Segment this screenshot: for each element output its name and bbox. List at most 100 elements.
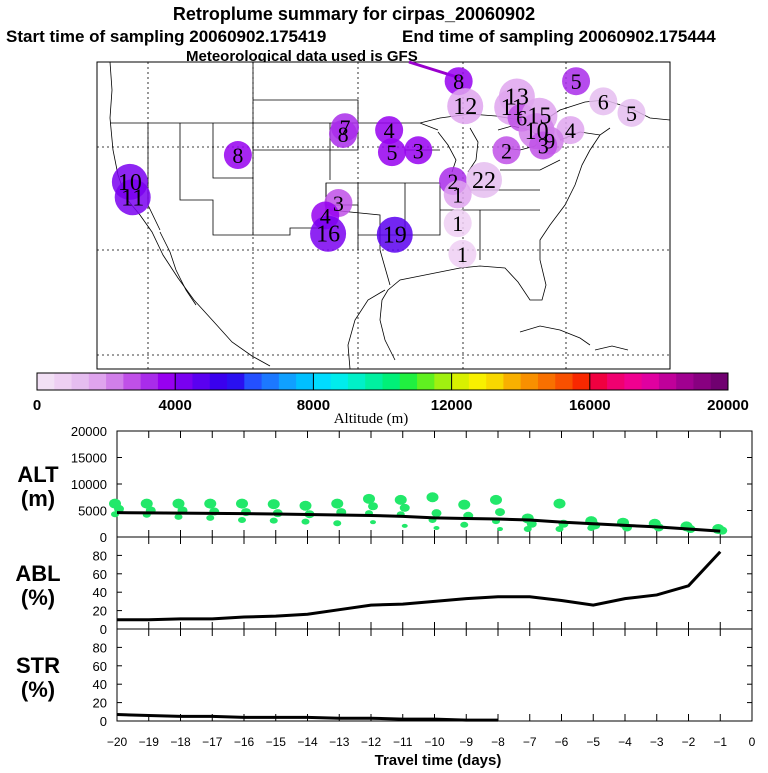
alt-point: [333, 520, 342, 527]
x-tick-label: −5: [586, 735, 600, 749]
panel-ylabel: (%): [21, 677, 55, 702]
plume-marker-label: 5: [571, 69, 582, 94]
plume-marker-circle: [556, 116, 585, 145]
plume-marker-label: 8: [338, 122, 349, 147]
plume-marker-circle: [329, 119, 358, 148]
colorbar-cell: [537, 373, 556, 390]
y-tick-label: 20: [93, 604, 107, 619]
colorbar-cell: [175, 373, 193, 390]
colorbar-cell: [347, 373, 366, 390]
y-tick-label: 80: [93, 640, 107, 655]
colorbar-cell: [330, 373, 349, 390]
plume-marker-circle: [376, 216, 413, 253]
colorbar-tick-label: 20000: [707, 397, 749, 414]
y-tick-label: 20000: [71, 424, 107, 439]
colorbar-cell: [278, 373, 297, 390]
alt-point: [490, 494, 502, 505]
colorbar-cell: [157, 373, 176, 390]
x-axis-title: Travel time (days): [375, 752, 502, 768]
y-tick-label: 0: [100, 530, 107, 545]
alt-point: [555, 526, 564, 533]
plume-marker-label: 8: [232, 143, 243, 168]
plume-marker-label: 4: [320, 204, 331, 229]
plume-marker-circle: [447, 88, 484, 125]
alt-point: [587, 524, 596, 531]
alt-point: [399, 503, 410, 512]
colorbar-cell: [658, 373, 677, 390]
plume-marker-label: 22: [472, 168, 496, 194]
alt-point: [331, 498, 344, 509]
x-tick-label: −15: [266, 735, 287, 749]
colorbar-tick-label: 16000: [569, 397, 611, 414]
panel-ylabel: (%): [21, 585, 55, 610]
alt-point: [497, 527, 503, 532]
plume-marker-label: 6: [516, 106, 527, 131]
alt-point: [433, 525, 440, 530]
plume-marker-circle: [562, 67, 591, 96]
plume-marker-label: 5: [626, 101, 637, 126]
colorbar-cell: [693, 373, 712, 390]
alt-point: [269, 517, 278, 524]
x-tick-label: −7: [523, 735, 537, 749]
plume-marker-label: 12: [453, 94, 477, 120]
plume-marker-circle: [375, 116, 404, 145]
altitude-colorbar: 0 4000 8000 12000 16000 20000 Altitude (m): [33, 372, 749, 427]
alt-point: [267, 499, 280, 510]
y-tick-label: 5000: [78, 504, 107, 519]
colorbar-cell: [71, 373, 90, 390]
colorbar-cell: [624, 373, 643, 390]
plume-marker-circle: [589, 87, 618, 116]
colorbar-frame: [36, 372, 729, 391]
plume-marker-label: 5: [386, 140, 397, 165]
plume-marker-circle: [492, 136, 521, 165]
panel-frame: [116, 628, 753, 722]
y-tick-label: 60: [93, 567, 107, 582]
plume-marker-label: 6: [598, 89, 609, 114]
x-tick-label: −3: [650, 735, 664, 749]
x-tick-label: −18: [170, 735, 191, 749]
x-tick-label: −4: [618, 735, 632, 749]
plume-marker-circle: [377, 138, 406, 167]
alt-mean-line: [116, 511, 721, 533]
plume-marker-label: 7: [339, 115, 350, 140]
alt-point: [495, 508, 505, 517]
plume-marker-label: 1: [452, 211, 463, 236]
colorbar-cell: [382, 373, 401, 390]
colorbar-cell: [192, 373, 211, 390]
alt-point: [394, 494, 407, 505]
x-tick-label: −14: [297, 735, 318, 749]
colorbar-cell: [572, 373, 591, 390]
x-tick-label: −11: [393, 735, 413, 749]
colorbar-tick-label: 0: [33, 397, 41, 414]
x-tick-label: −1: [713, 735, 727, 749]
plume-marker-label: 3: [333, 191, 344, 216]
colorbar-cell: [54, 373, 73, 390]
alt-point: [431, 509, 442, 518]
plume-marker-label: 2: [448, 169, 459, 194]
colorbar-cell: [399, 373, 418, 390]
plume-marker-label: 3: [538, 133, 549, 158]
plume-marker-label: 8: [453, 69, 464, 94]
alt-point: [301, 518, 310, 525]
plume-marker-circle: [617, 98, 646, 127]
colorbar-cell: [261, 373, 280, 390]
plume-marker-circle: [404, 136, 433, 165]
y-tick-label: 40: [93, 585, 107, 600]
plume-marker-label: 4: [384, 118, 395, 143]
x-tick-label: −16: [234, 735, 255, 749]
panel-ylabel: (m): [21, 486, 55, 511]
alt-point: [236, 498, 248, 509]
y-tick-label: 10000: [71, 477, 107, 492]
travel-time-axis: Travel time (days) −20 −19 −18 −17 −16 −15 −14…: [107, 735, 756, 769]
colorbar-cell: [227, 373, 245, 390]
colorbar-cell: [365, 373, 383, 390]
panel-ylabel: STR: [16, 653, 60, 678]
x-tick-label: −19: [139, 735, 160, 749]
alt-point: [401, 523, 408, 528]
met-data-label: Meteorological data used is GFS: [186, 48, 418, 65]
alt-point: [717, 526, 728, 535]
x-tick-label: −8: [491, 735, 505, 749]
